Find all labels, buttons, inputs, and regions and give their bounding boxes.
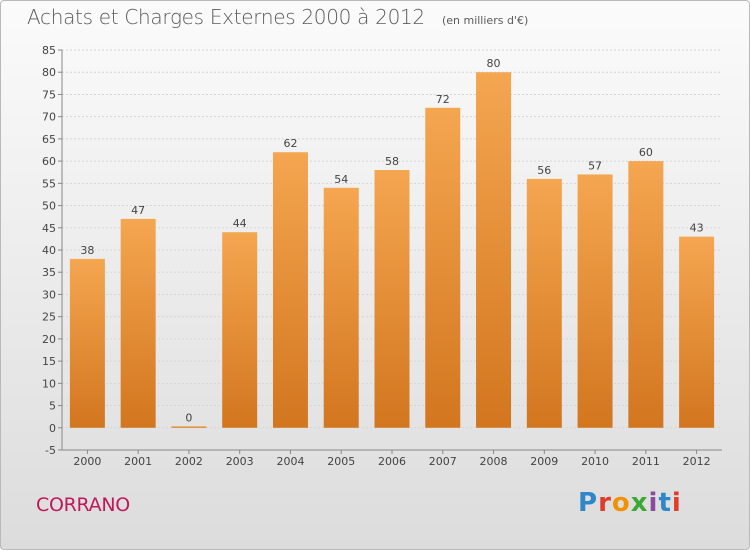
bar-value-label: 58: [385, 155, 399, 168]
y-tick-label: 55: [42, 177, 56, 190]
chart-subtitle: (en milliers d'€): [441, 14, 529, 27]
bar: [425, 107, 461, 428]
x-tick-label: 2012: [683, 455, 711, 468]
logo-letter: P: [578, 488, 599, 518]
bar-value-label: 54: [334, 173, 348, 186]
logo-letter: t: [658, 488, 672, 518]
bar-value-label: 57: [588, 159, 602, 172]
bar-value-label: 43: [690, 222, 704, 235]
bar: [679, 236, 715, 428]
logo-letter: x: [630, 488, 649, 518]
bar: [628, 161, 664, 428]
y-tick-label: 85: [42, 44, 56, 57]
x-tick-label: 2010: [581, 455, 609, 468]
title-row: Achats et Charges Externes 2000 à 2012 (…: [27, 5, 528, 29]
x-tick-label: 2007: [429, 455, 457, 468]
bar-value-label: 47: [131, 204, 145, 217]
y-tick-label: 50: [42, 200, 56, 213]
x-tick-label: 2009: [530, 455, 558, 468]
bar-value-label: 38: [80, 244, 94, 257]
bar: [577, 174, 613, 428]
y-tick-label: 70: [42, 111, 56, 124]
y-tick-label: 65: [42, 133, 56, 146]
data-labels: 38 47 0 44 62 54 58 72 80 56 57 60 43: [80, 57, 703, 424]
x-tick-label: 2006: [378, 455, 406, 468]
y-tick-label: 10: [42, 377, 56, 390]
y-tick-label: 30: [42, 288, 56, 301]
grid-lines: [62, 49, 722, 451]
y-tick-label: 25: [42, 311, 56, 324]
logo-letter: i: [671, 488, 682, 518]
proxiti-logo: Proxiti: [578, 488, 682, 518]
chart-title: Achats et Charges Externes 2000 à 2012: [27, 5, 425, 29]
x-tick-label: 2003: [226, 455, 254, 468]
x-tick-label: 2011: [632, 455, 660, 468]
bar-value-label: 80: [487, 57, 501, 70]
bar-value-label: 60: [639, 146, 653, 159]
x-tick-label: 2000: [73, 455, 101, 468]
y-tick-label: 60: [42, 155, 56, 168]
logo-letter: r: [598, 488, 612, 518]
bar: [222, 232, 258, 428]
y-tick-label: 5: [49, 400, 56, 413]
logo-letter: o: [611, 488, 631, 518]
logo-letter: i: [648, 488, 659, 518]
bar: [120, 218, 156, 428]
y-tick-label: 0: [49, 422, 56, 435]
bar: [526, 178, 562, 428]
bar-value-label: 72: [436, 93, 450, 106]
x-tick-label: 2008: [480, 455, 508, 468]
y-tick-label: 45: [42, 222, 56, 235]
x-tick-label: 2004: [276, 455, 304, 468]
y-tick-label: -5: [45, 444, 56, 457]
commune-name: CORRANO: [36, 494, 130, 516]
bar: [476, 72, 512, 428]
y-tick-label: 20: [42, 333, 56, 346]
y-tick-label: 40: [42, 244, 56, 257]
bar: [69, 258, 105, 428]
bars: [69, 72, 715, 428]
y-tick-label: 80: [42, 66, 56, 79]
x-tick-label: 2005: [327, 455, 355, 468]
bar-value-label: 62: [283, 137, 297, 150]
bar: [374, 170, 410, 428]
y-tick-label: 15: [42, 355, 56, 368]
bar-value-label: 56: [537, 164, 551, 177]
x-tick-label: 2002: [175, 455, 203, 468]
bar-value-label: 0: [185, 411, 192, 424]
y-tick-label: 75: [42, 88, 56, 101]
y-tick-label: 35: [42, 266, 56, 279]
bar: [272, 152, 308, 428]
x-tick-label: 2001: [124, 455, 152, 468]
axes: -5 0 5 10 15 20 25 30 35 40 45 50 55 60 65 70 75 80 85 2000…: [42, 44, 722, 468]
bar: [171, 426, 207, 428]
bar: [323, 187, 359, 428]
bar-value-label: 44: [233, 217, 247, 230]
